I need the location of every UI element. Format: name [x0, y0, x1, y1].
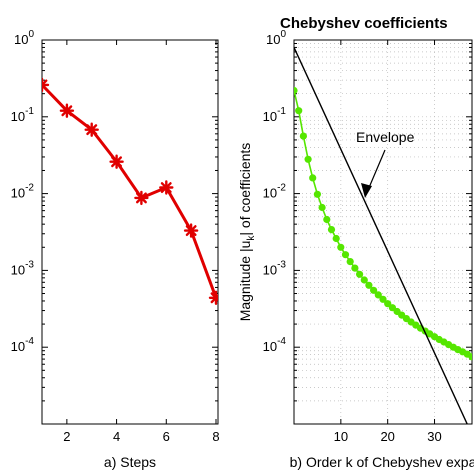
- p1-asterisk-stroke: [86, 124, 98, 136]
- p2-x-tick-label: 20: [380, 429, 394, 444]
- p1-x-axis-label: a) Steps: [104, 454, 156, 470]
- p2-x-tick-label: 30: [427, 429, 441, 444]
- p1-y-tick-base: 10: [11, 339, 25, 354]
- p2-y-tick-base: 10: [263, 186, 277, 201]
- p2-axes-box: [293, 39, 473, 425]
- p1-y-tick-exp: -3: [25, 259, 34, 270]
- p2-series-0-point: [327, 226, 336, 234]
- p2-series-0-point: [323, 215, 331, 224]
- p1-asterisk-stroke: [61, 105, 73, 117]
- p1-asterisk-stroke: [210, 294, 218, 304]
- p1-asterisk-stroke: [42, 79, 48, 87]
- p2-series-0-point: [304, 155, 312, 163]
- p2-x-tick-label: 10: [334, 429, 348, 444]
- p2-series-0-point: [370, 286, 378, 294]
- p2-y-tick-exp: -4: [277, 336, 286, 347]
- p2-y-axis-label: Magnitude |uk| of coefficients: [237, 143, 257, 322]
- p2-series-0-point: [351, 264, 359, 272]
- p2-series-0-point: [356, 270, 364, 278]
- p2-series-0-point: [299, 132, 307, 140]
- p1-x-tick-label: 8: [212, 429, 219, 444]
- p2-y-tick-exp: 0: [280, 29, 286, 40]
- p1-y-tick-base: 10: [11, 262, 25, 277]
- p2-series-0-point: [379, 295, 387, 303]
- p1-y-tick-label: 10-4: [11, 336, 35, 354]
- p1-asterisk-stroke: [111, 156, 123, 168]
- p1-asterisk-stroke: [185, 225, 197, 237]
- p2-y-tick-label: 10-4: [263, 336, 287, 354]
- p1-series-0-point: [208, 290, 218, 305]
- p2-series-0-point: [360, 276, 368, 284]
- p2-series-1-line: [294, 47, 468, 424]
- p1-y-ticks: [42, 40, 218, 425]
- p2-y-tick-exp: -1: [277, 106, 286, 117]
- p2-annotation-arrow-head: [361, 183, 372, 198]
- p1-y-tick-exp: -2: [25, 183, 34, 194]
- p1-y-tick-label: 10-1: [11, 106, 35, 124]
- p1-series-0-point: [42, 77, 50, 93]
- p1-y-tick-base: 10: [11, 186, 25, 201]
- p1-y-tick-label: 10-3: [11, 259, 35, 277]
- p1-asterisk-stroke: [135, 192, 147, 204]
- p2-series-0-point: [337, 243, 345, 251]
- p2-y-axis-label-b: | of coefficients: [237, 143, 253, 236]
- p2-y-tick-label: 10-1: [263, 106, 287, 124]
- p1-series-0-line: [42, 83, 218, 299]
- p2-series-0-point: [384, 300, 392, 308]
- p1-x-tick-label: 2: [63, 429, 70, 444]
- p1-asterisk-stroke: [160, 182, 172, 194]
- p1-series-0-point: [109, 154, 124, 169]
- p2-y-tick-base: 10: [263, 339, 277, 354]
- p2-y-tick-base: 10: [263, 262, 277, 277]
- p1-asterisk-stroke: [42, 83, 48, 91]
- p2-y-tick-exp: -3: [277, 259, 286, 270]
- p1-y-tick-base: 10: [14, 32, 28, 47]
- p2-grid: [294, 40, 472, 425]
- p2-y-axis-label-sub: k: [246, 235, 257, 241]
- p2-y-axis-label-a: Magnitude |u: [237, 241, 253, 322]
- p2-series-0-point: [346, 258, 354, 266]
- p2-series-0-point: [365, 281, 373, 289]
- p2-y-tick-label: 10-2: [263, 183, 287, 201]
- p2-annotation-text: Envelope: [356, 129, 415, 145]
- p1-y-tick-exp: -1: [25, 106, 34, 117]
- p2-y-tick-base: 10: [263, 109, 277, 124]
- p2-x-axis-label: b) Order k of Chebyshev expa: [290, 454, 474, 470]
- p1-x-tick-label: 4: [113, 429, 120, 444]
- p2-series-0-point: [332, 234, 340, 243]
- p1-x-tick-label: 6: [163, 429, 170, 444]
- p1-y-tick-exp: 0: [28, 29, 34, 40]
- p2-annotation-arrow-line: [367, 149, 386, 191]
- p2-y-ticks: [294, 40, 472, 425]
- p2-series-0-point: [309, 174, 317, 182]
- p2-series-0-point: [374, 291, 382, 299]
- p2-series-0-point: [341, 251, 350, 259]
- p1-series-0-point: [134, 190, 149, 206]
- p2-y-tick-label: 10-3: [263, 259, 287, 277]
- p1-series-group: [42, 77, 218, 305]
- p2-series-0-point: [294, 86, 298, 95]
- p1-y-tick-label: 10-2: [11, 183, 35, 201]
- p2-title: Chebyshev coefficients: [280, 15, 448, 32]
- p2-series-0-point: [318, 203, 326, 212]
- p1-y-tick-label: 100: [14, 29, 34, 47]
- p1-axes-box: [41, 39, 219, 425]
- p2-y-tick-base: 10: [266, 32, 280, 47]
- p1-series-0-point: [159, 180, 174, 195]
- p2-series-group: [294, 47, 472, 424]
- p2-y-tick-exp: -2: [277, 183, 286, 194]
- p1-series-0-point: [59, 103, 75, 118]
- p1-series-0-point: [183, 223, 199, 238]
- p1-series-0-point: [84, 122, 99, 137]
- p1-y-tick-base: 10: [11, 109, 25, 124]
- p2-series-0-point: [295, 107, 303, 115]
- p2-series-0-point: [313, 190, 321, 198]
- p2-series-0-point: [468, 353, 472, 361]
- p1-y-tick-exp: -4: [25, 336, 34, 347]
- p2-y-tick-label: 100: [266, 29, 286, 47]
